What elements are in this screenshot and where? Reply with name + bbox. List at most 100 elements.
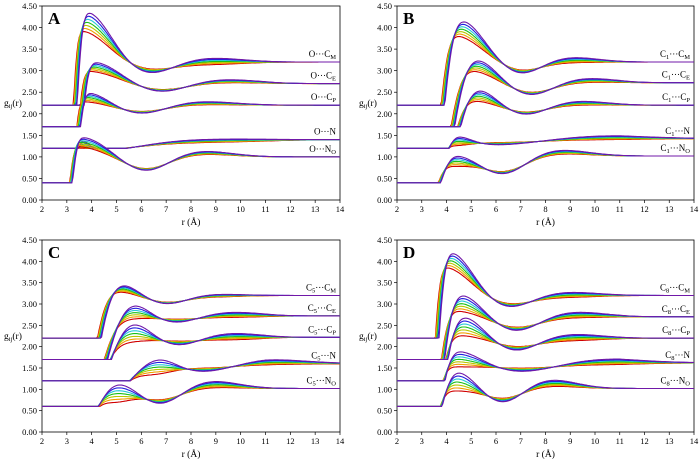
x-tick-label: 3 bbox=[65, 436, 69, 446]
x-tick-label: 13 bbox=[311, 204, 320, 214]
x-tick-label: 9 bbox=[568, 204, 572, 214]
rdf-series-line bbox=[42, 336, 340, 361]
rdf-series-line bbox=[42, 383, 340, 407]
y-tick-label: 3.00 bbox=[22, 299, 37, 309]
x-tick-label: 7 bbox=[519, 204, 523, 214]
x-tick-label: 9 bbox=[568, 436, 572, 446]
x-tick-label: 3 bbox=[420, 436, 424, 446]
curve-label: C8···N bbox=[665, 350, 690, 362]
rdf-series-line bbox=[397, 26, 694, 106]
y-tick-label: 0.00 bbox=[377, 427, 392, 437]
x-tick-label: 6 bbox=[494, 204, 498, 214]
rdf-series-line bbox=[397, 310, 694, 361]
y-tick-label: 2.50 bbox=[377, 320, 392, 330]
panel-letter: B bbox=[403, 9, 414, 28]
x-tick-label: 8 bbox=[543, 436, 547, 446]
curves bbox=[397, 21, 694, 184]
y-tick-label: 1.50 bbox=[22, 130, 37, 140]
y-tick-label: 0.50 bbox=[377, 406, 392, 416]
y-axis-label: gij(r) bbox=[359, 331, 377, 343]
curve-label: C5···CE bbox=[308, 303, 336, 315]
rdf-series-line bbox=[42, 27, 340, 106]
rdf-series-line bbox=[397, 35, 694, 106]
x-tick-label: 10 bbox=[236, 204, 245, 214]
y-tick-label: 0.50 bbox=[22, 406, 37, 416]
curve-label: O···NO bbox=[309, 144, 336, 156]
x-axis-label: r (Å) bbox=[182, 448, 201, 460]
x-tick-label: 8 bbox=[543, 204, 547, 214]
x-tick-label: 8 bbox=[189, 436, 193, 446]
rdf-series-line bbox=[42, 285, 340, 339]
y-tick-label: 4.50 bbox=[22, 1, 37, 11]
curve-label: C8···CM bbox=[660, 282, 690, 294]
y-tick-label: 4.00 bbox=[22, 23, 37, 33]
y-tick-label: 3.50 bbox=[22, 278, 37, 288]
rdf-series-line bbox=[397, 90, 694, 128]
curves bbox=[397, 253, 694, 407]
y-tick-label: 2.50 bbox=[22, 320, 37, 330]
x-tick-label: 10 bbox=[236, 436, 245, 446]
curve-label: O···CM bbox=[309, 49, 337, 61]
rdf-series-line bbox=[397, 31, 694, 106]
y-tick-label: 4.50 bbox=[22, 235, 37, 245]
y-tick-label: 1.00 bbox=[22, 384, 37, 394]
panel-D: 0.00 0.50 1.00 1.50 2.00 2.50 3.00 3.50 4.00 4.50… bbox=[359, 235, 699, 460]
x-tick-label: 13 bbox=[665, 204, 674, 214]
x-tick-label: 7 bbox=[164, 436, 168, 446]
rdf-series-line bbox=[42, 144, 340, 184]
rdf-series-line bbox=[397, 21, 694, 106]
rdf-series-line bbox=[397, 137, 694, 149]
rdf-series-line bbox=[42, 146, 340, 184]
y-tick-label: 4.00 bbox=[377, 23, 392, 33]
rdf-series-line bbox=[397, 351, 694, 382]
y-tick-label: 3.50 bbox=[22, 44, 37, 54]
rdf-series-line bbox=[397, 317, 694, 361]
curve-label: C5···N bbox=[311, 351, 336, 363]
y-tick-label: 1.00 bbox=[22, 152, 37, 162]
y-tick-label: 3.00 bbox=[377, 66, 392, 76]
rdf-series-line bbox=[397, 28, 694, 106]
rdf-series-line bbox=[42, 94, 340, 128]
y-tick-label: 3.00 bbox=[22, 66, 37, 76]
curve-label: C1···CP bbox=[662, 92, 690, 104]
x-tick-label: 14 bbox=[690, 436, 699, 446]
x-tick-label: 6 bbox=[139, 436, 143, 446]
curve-label: O···CP bbox=[311, 92, 337, 104]
y-tick-label: 1.50 bbox=[377, 363, 392, 373]
rdf-series-line bbox=[42, 382, 340, 407]
curve-label: C8···CP bbox=[662, 325, 690, 337]
y-tick-label: 3.00 bbox=[377, 299, 392, 309]
rdf-series-line bbox=[42, 361, 340, 382]
x-tick-label: 10 bbox=[591, 436, 600, 446]
y-tick-label: 2.50 bbox=[377, 87, 392, 97]
rdf-series-line bbox=[42, 92, 340, 128]
x-tick-label: 11 bbox=[261, 436, 269, 446]
x-tick-label: 12 bbox=[286, 204, 295, 214]
rdf-series-line bbox=[42, 62, 340, 106]
x-axis-label: r (Å) bbox=[182, 216, 201, 228]
curve-label: C1···N bbox=[665, 126, 690, 138]
x-tick-label: 8 bbox=[189, 204, 193, 214]
x-tick-label: 2 bbox=[395, 204, 399, 214]
x-tick-label: 5 bbox=[114, 204, 118, 214]
y-tick-label: 1.50 bbox=[22, 363, 37, 373]
x-tick-label: 2 bbox=[40, 436, 44, 446]
rdf-series-line bbox=[42, 286, 340, 339]
rdf-series-line bbox=[42, 137, 340, 184]
y-axis-label: gij(r) bbox=[4, 331, 22, 343]
x-tick-label: 9 bbox=[214, 204, 218, 214]
rdf-series-line bbox=[42, 289, 340, 339]
rdf-series-line bbox=[397, 149, 694, 184]
y-tick-label: 3.50 bbox=[377, 44, 392, 54]
x-tick-label: 13 bbox=[311, 436, 320, 446]
rdf-series-line bbox=[42, 381, 340, 407]
x-tick-label: 9 bbox=[214, 436, 218, 446]
x-tick-label: 5 bbox=[469, 436, 473, 446]
rdf-series-line bbox=[42, 359, 340, 382]
x-tick-label: 11 bbox=[616, 204, 624, 214]
x-tick-label: 5 bbox=[469, 204, 473, 214]
rdf-series-line bbox=[42, 363, 340, 382]
x-tick-label: 3 bbox=[65, 204, 69, 214]
y-tick-label: 0.00 bbox=[377, 195, 392, 205]
